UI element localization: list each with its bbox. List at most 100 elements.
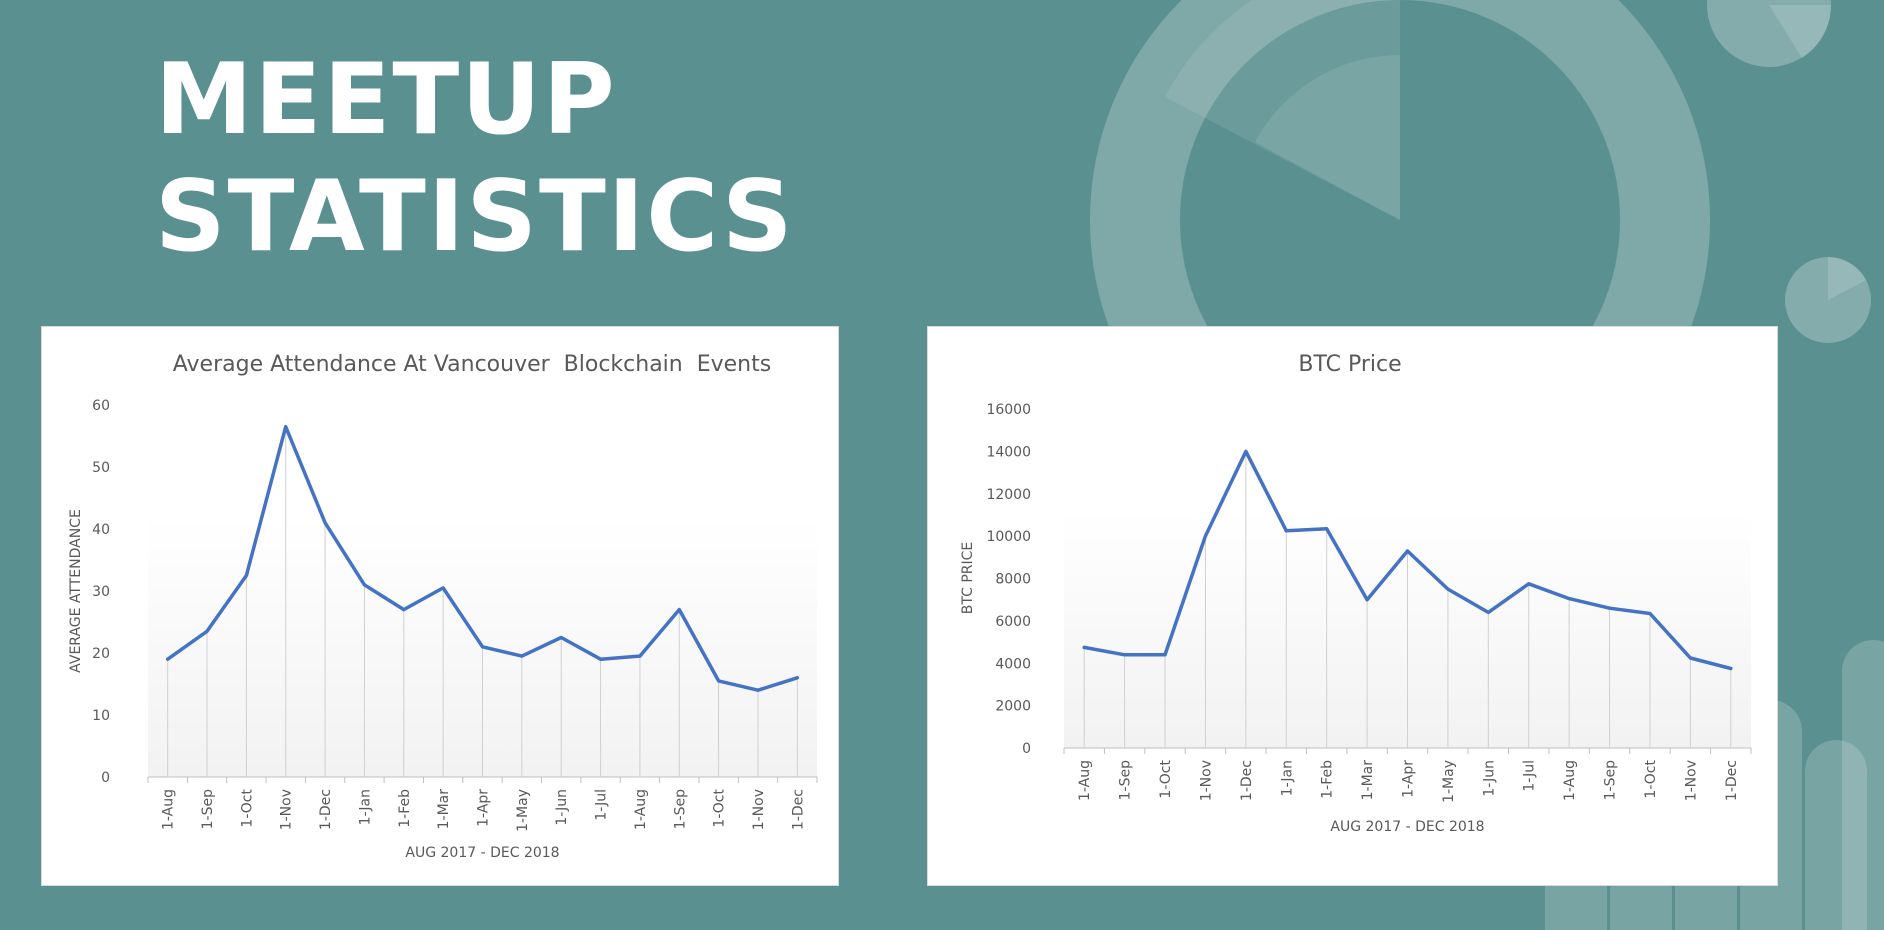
deco-bar — [1842, 640, 1884, 930]
data-point — [1567, 597, 1571, 601]
x-tick-label: 1-Aug — [1077, 760, 1093, 801]
y-tick-label: 10 — [92, 708, 110, 724]
x-tick-label: 1-Jun — [554, 789, 570, 826]
data-point — [1325, 527, 1329, 531]
x-tick-label: 1-Apr — [1401, 760, 1417, 798]
btc-chart-card: BTC Price 0 2000 4000 6000 8000 10000 12000 1400… — [928, 327, 1777, 885]
y-tick-label: 60 — [92, 398, 110, 414]
y-axis-label: BTC PRICE — [960, 542, 976, 614]
x-tick-label: 1-Sep — [200, 789, 216, 829]
x-tick-label: 1-Jan — [357, 789, 373, 825]
title-line-1: MEETUP — [155, 43, 617, 157]
btc-chart: BTC Price 0 2000 4000 6000 8000 10000 12000 1400… — [960, 352, 1752, 835]
deco-dot-top — [1707, 0, 1831, 67]
x-tick-label: 1-Dec — [790, 789, 806, 830]
data-point — [756, 688, 760, 692]
x-tick-label: 1-Mar — [436, 789, 452, 830]
data-point — [1688, 656, 1692, 660]
x-tick-label: 1-Jul — [1522, 760, 1538, 792]
x-tick-label: 1-Mar — [1360, 760, 1376, 801]
deco-dot-top-wedge — [1769, 5, 1832, 58]
deco-inner-wedge — [1255, 55, 1400, 220]
attendance-chart-card: Average Attendance At Vancouver Blockcha… — [42, 327, 838, 885]
data-point — [1244, 449, 1248, 453]
data-point — [1648, 611, 1652, 615]
data-point — [402, 608, 406, 612]
chart-title: BTC Price — [1298, 352, 1401, 377]
x-tick-label: 1-Aug — [161, 789, 177, 830]
data-point — [1203, 534, 1207, 538]
y-tick-label: 6000 — [995, 614, 1031, 630]
y-tick-label: 0 — [101, 770, 110, 786]
y-tick-label: 14000 — [986, 444, 1031, 460]
x-tick-label: 1-May — [515, 789, 531, 832]
x-tick-label: 1-Oct — [239, 788, 255, 827]
x-tick-label: 1-Dec — [318, 789, 334, 830]
data-point — [1284, 529, 1288, 533]
x-tick-label: 1-Sep — [1118, 760, 1134, 800]
data-point — [599, 657, 603, 661]
data-point — [1082, 645, 1086, 649]
x-tick-label: 1-Apr — [476, 789, 492, 827]
data-point — [1123, 653, 1127, 657]
x-tick-label: 1-Dec — [1239, 760, 1255, 801]
x-tick-label: 1-Oct — [712, 788, 728, 827]
data-point — [323, 521, 327, 525]
x-tick-label: 1-Nov — [1198, 760, 1214, 801]
x-tick-label: 1-Jul — [594, 789, 610, 821]
deco-ring-wedge — [1165, 0, 1400, 220]
deco-bar — [1805, 740, 1867, 930]
x-tick-label: 1-Jun — [1481, 760, 1497, 797]
data-point — [559, 636, 563, 639]
chart-title: Average Attendance At Vancouver Blockcha… — [173, 352, 771, 377]
data-point — [1729, 667, 1733, 671]
x-tick-label: 1-Oct — [1158, 759, 1174, 798]
data-point — [481, 645, 484, 649]
x-tick-label: 1-Nov — [751, 789, 767, 830]
x-tick-label: 1-Aug — [1562, 760, 1578, 801]
data-point — [244, 574, 248, 577]
data-point — [1446, 587, 1450, 591]
x-tick-label: 1-Oct — [1643, 759, 1659, 798]
data-point — [1527, 582, 1531, 586]
data-point — [717, 679, 721, 683]
y-axis-label: AVERAGE ATTENDANCE — [68, 509, 84, 673]
y-tick-label: 2000 — [995, 699, 1031, 715]
x-tick-label: 1-Sep — [672, 789, 688, 829]
data-point — [166, 657, 170, 661]
data-point — [520, 654, 524, 658]
x-axis-label: AUG 2017 - DEC 2018 — [405, 845, 559, 861]
y-tick-label: 40 — [92, 522, 110, 538]
x-tick-label: 1-Jan — [1279, 760, 1295, 796]
y-tick-label: 8000 — [995, 572, 1031, 588]
x-axis-label: AUG 2017 - DEC 2018 — [1330, 819, 1484, 835]
x-tick-label: 1-Feb — [1320, 760, 1336, 799]
y-tick-label: 10000 — [986, 529, 1031, 545]
data-point — [1608, 606, 1612, 610]
data-point — [1406, 549, 1409, 553]
data-point — [284, 425, 288, 429]
x-tick-label: 1-Aug — [633, 789, 649, 830]
page-title: MEETUP STATISTICS — [155, 42, 795, 276]
y-tick-label: 30 — [92, 584, 110, 600]
x-tick-label: 1-Nov — [1683, 760, 1699, 801]
deco-dot-small — [1785, 257, 1871, 343]
data-point — [795, 676, 799, 680]
y-tick-label: 4000 — [995, 656, 1031, 672]
title-line-2: STATISTICS — [155, 160, 795, 274]
deco-dot-small-wedge — [1828, 257, 1866, 300]
x-tick-label: 1-Dec — [1724, 760, 1740, 801]
y-tick-label: 20 — [92, 646, 110, 662]
x-tick-label: 1-Feb — [397, 789, 413, 828]
y-tick-label: 12000 — [986, 487, 1031, 503]
data-point — [441, 586, 445, 590]
data-point — [205, 629, 209, 633]
y-tick-label: 0 — [1022, 741, 1031, 757]
x-tick-label: 1-Nov — [279, 789, 295, 830]
attendance-chart: Average Attendance At Vancouver Blockcha… — [68, 352, 818, 861]
x-tick-label: 1-May — [1441, 760, 1457, 803]
y-tick-label: 50 — [92, 460, 110, 476]
data-point — [677, 608, 681, 612]
data-point — [1163, 653, 1167, 657]
y-tick-label: 16000 — [986, 402, 1031, 418]
